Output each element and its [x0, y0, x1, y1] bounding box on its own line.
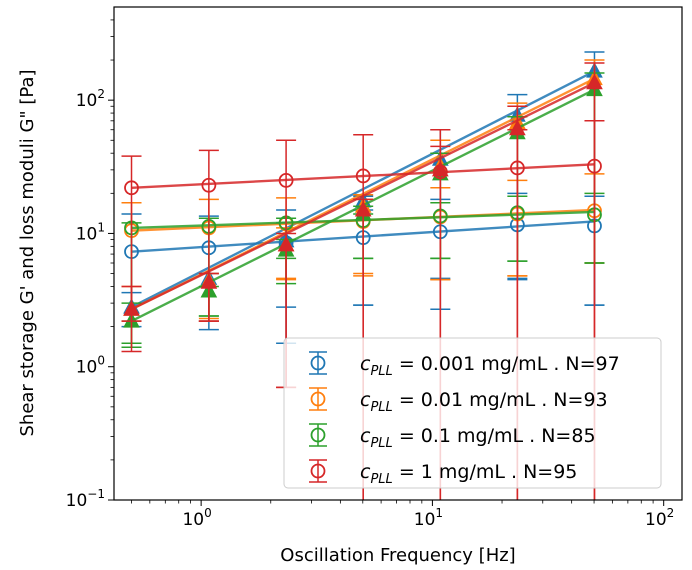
storage-point	[431, 160, 449, 177]
loss-point	[278, 173, 294, 188]
y-tick-label: 100	[76, 354, 105, 378]
storage-point	[586, 73, 603, 90]
x-tick-label: 100	[182, 506, 211, 530]
loss-point	[509, 160, 525, 176]
y-tick-label: 102	[76, 87, 105, 111]
storage-point	[200, 273, 218, 289]
y-axis-label: Shear storage G' and loss moduli G" [Pa]	[17, 69, 38, 436]
storage-point	[354, 200, 372, 217]
ticks-layer: 100 101 102 10−1 100 101 102	[66, 19, 674, 530]
legend-label: cPLL = 0.1 mg/mL . N=85	[360, 425, 596, 451]
loss-point	[201, 177, 217, 193]
legend-marker	[310, 427, 326, 443]
storage-point	[509, 119, 526, 136]
legend-label: cPLL = 0.01 mg/mL . N=93	[360, 389, 608, 415]
legend-marker	[310, 463, 326, 479]
loss-point	[355, 168, 371, 184]
storage-point	[123, 300, 140, 316]
legend: cPLL = 0.001 mg/mL . N=97 cPLL = 0.01 mg/…	[283, 337, 662, 489]
x-tick-label: 101	[414, 506, 443, 530]
legend-label: cPLL = 0.001 mg/mL . N=97	[360, 353, 620, 379]
plot-frame	[113, 6, 683, 501]
data-layer	[121, 51, 605, 500]
y-tick-label: 101	[76, 220, 105, 244]
loss-point	[587, 158, 602, 174]
y-tick-label: 10−1	[66, 487, 105, 511]
legend-marker	[310, 391, 326, 407]
x-tick-label: 102	[645, 506, 674, 530]
legend-marker	[310, 355, 326, 371]
legend-label: cPLL = 1 mg/mL . N=95	[360, 461, 577, 487]
x-axis-label: Oscillation Frequency [Hz]	[280, 545, 515, 566]
loss-point	[124, 180, 139, 196]
legend-box	[283, 337, 662, 489]
storage-point	[277, 235, 295, 252]
